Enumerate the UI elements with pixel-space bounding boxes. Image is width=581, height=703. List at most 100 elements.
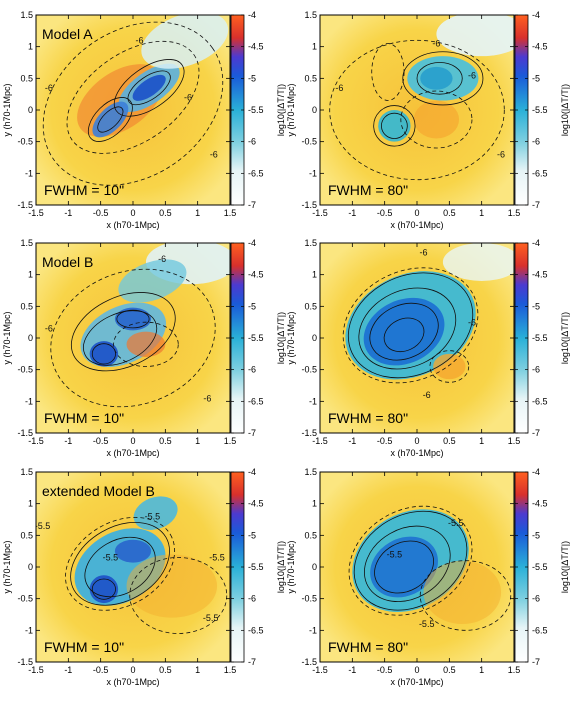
y-tick-label: -1 [25, 396, 33, 406]
x-axis-label: x (h70-1Mpc) [390, 448, 443, 458]
y-tick-label: 0.5 [304, 530, 317, 540]
colorbar-tick-label: -7 [248, 428, 256, 438]
contour-label: -6 [432, 39, 440, 49]
y-axis-label: y (h70-1Mpc) [2, 83, 12, 136]
contour-line [358, 287, 457, 370]
contour-label: -6 [45, 324, 53, 334]
colorbar-tick-label: -6.5 [248, 396, 264, 406]
heatmap-blob [133, 496, 178, 530]
y-tick-label: 0.5 [20, 73, 33, 83]
contour-label: -6 [468, 317, 476, 327]
x-tick-label: 0.5 [443, 208, 456, 218]
colorbar-tick-label: -4.5 [248, 499, 264, 509]
colorbar-tick-label: -5.5 [532, 333, 548, 343]
contour-line [353, 510, 468, 611]
y-axis-label: y (h70-1Mpc) [2, 540, 12, 593]
contour-line [369, 302, 439, 361]
colorbar-tick-label: -4 [532, 10, 540, 20]
y-tick-label: 1.5 [20, 10, 33, 20]
contour-label: -6 [184, 93, 192, 103]
x-tick-label: -0.5 [377, 665, 393, 675]
heatmap-blob [114, 539, 152, 563]
x-tick-label: 0 [130, 436, 135, 446]
colorbar-tick-label: -5.5 [248, 333, 264, 343]
y-tick-label: 0 [312, 105, 317, 115]
contour-line [347, 272, 474, 379]
contour-line-dashed [50, 268, 216, 408]
x-tick-label: 0 [414, 436, 419, 446]
x-tick-label: 1 [195, 208, 200, 218]
colorbar-tick-label: -4 [248, 238, 256, 248]
contour-line [97, 106, 124, 133]
heatmap-field: -6 -6 -6 -6 [320, 15, 514, 205]
heatmap-blob [420, 66, 453, 90]
colorbar-tick-label: -6 [532, 594, 540, 604]
x-tick-label: 0 [130, 208, 135, 218]
x-tick-label: 0.5 [443, 665, 456, 675]
contour-label: -5.5 [209, 553, 225, 563]
contour-line [127, 70, 171, 106]
y-tick-label: 1.5 [20, 238, 33, 248]
colorbar-label: log10(|ΔT/T|) [276, 84, 286, 136]
contour-label: -6 [468, 70, 476, 80]
heatmap-field: -6 -6 -6 -6 [36, 15, 230, 205]
colorbar-tick-label: -6.5 [532, 396, 548, 406]
heatmap-blob [126, 331, 166, 358]
y-tick-label: 1 [312, 42, 317, 52]
y-tick-label: -1.5 [17, 428, 33, 438]
colorbar-tick-label: -7 [532, 428, 540, 438]
colorbar-tick-label: -7 [532, 657, 540, 667]
y-tick-label: -0.5 [17, 137, 33, 147]
colorbar-tick-label: -7 [532, 200, 540, 210]
fwhm-label: FWHM = 10" [44, 639, 124, 655]
x-tick-label: 0.5 [159, 208, 172, 218]
contour-line [116, 309, 150, 329]
colorbar-tick-label: -7 [248, 200, 256, 210]
x-tick-label: -1 [64, 665, 72, 675]
y-tick-label: 0.5 [304, 301, 317, 311]
contour-label: -5.5 [387, 550, 403, 560]
colorbar-tick-label: -4.5 [248, 270, 264, 280]
heatmap-blob [423, 560, 502, 624]
x-axis-label: x (h70-1Mpc) [106, 220, 159, 230]
colorbar-tick-label: -4 [248, 467, 256, 477]
fwhm-label: FWHM = 10" [44, 410, 124, 426]
y-tick-label: -0.5 [17, 594, 33, 604]
x-axis-label: x (h70-1Mpc) [106, 677, 159, 687]
model-label: extended Model B [42, 483, 155, 499]
contour-label: -6 [158, 254, 166, 264]
contour-line [91, 578, 116, 600]
contour-line [91, 343, 116, 365]
y-tick-label: 0 [312, 333, 317, 343]
x-axis-label: x (h70-1Mpc) [106, 448, 159, 458]
contour-label: -6 [135, 36, 143, 46]
x-axis-label: x (h70-1Mpc) [390, 220, 443, 230]
y-tick-label: -0.5 [301, 594, 317, 604]
colorbar-tick-label: -6 [248, 594, 256, 604]
colorbar-tick-label: -4 [532, 238, 540, 248]
contour-line-dashed [419, 560, 512, 631]
y-axis-label: y (h70-1Mpc) [286, 311, 296, 364]
x-tick-label: -1.5 [312, 436, 328, 446]
contour-line [374, 540, 434, 594]
y-tick-label: -1 [25, 168, 33, 178]
heatmap-field: -6 -6 -6 [36, 243, 230, 433]
x-tick-label: -1.5 [312, 208, 328, 218]
y-tick-label: 1 [312, 499, 317, 509]
y-tick-label: -1.5 [17, 200, 33, 210]
y-tick-label: -1 [309, 168, 317, 178]
y-tick-label: 0 [28, 333, 33, 343]
panel-3: -6 -6 -6 -1.5 -1 -0.5 0 0.5 1 1.5 -1.5 -1 -0.5 0 0.5 1 1… [2, 238, 286, 458]
colorbar-tick-label: -5 [248, 73, 256, 83]
y-axis-label: y (h70-1Mpc) [286, 540, 296, 593]
contour-line-dashed [329, 39, 505, 181]
fwhm-label: FWHM = 80" [328, 182, 408, 198]
x-tick-label: 0 [130, 665, 135, 675]
fwhm-label: FWHM = 80" [328, 639, 408, 655]
colorbar-tick-label: -5.5 [248, 562, 264, 572]
contour-label: -6 [419, 248, 427, 258]
x-tick-label: 1 [195, 436, 200, 446]
y-tick-label: 0.5 [304, 73, 317, 83]
colorbar-tick-label: -6.5 [248, 168, 264, 178]
